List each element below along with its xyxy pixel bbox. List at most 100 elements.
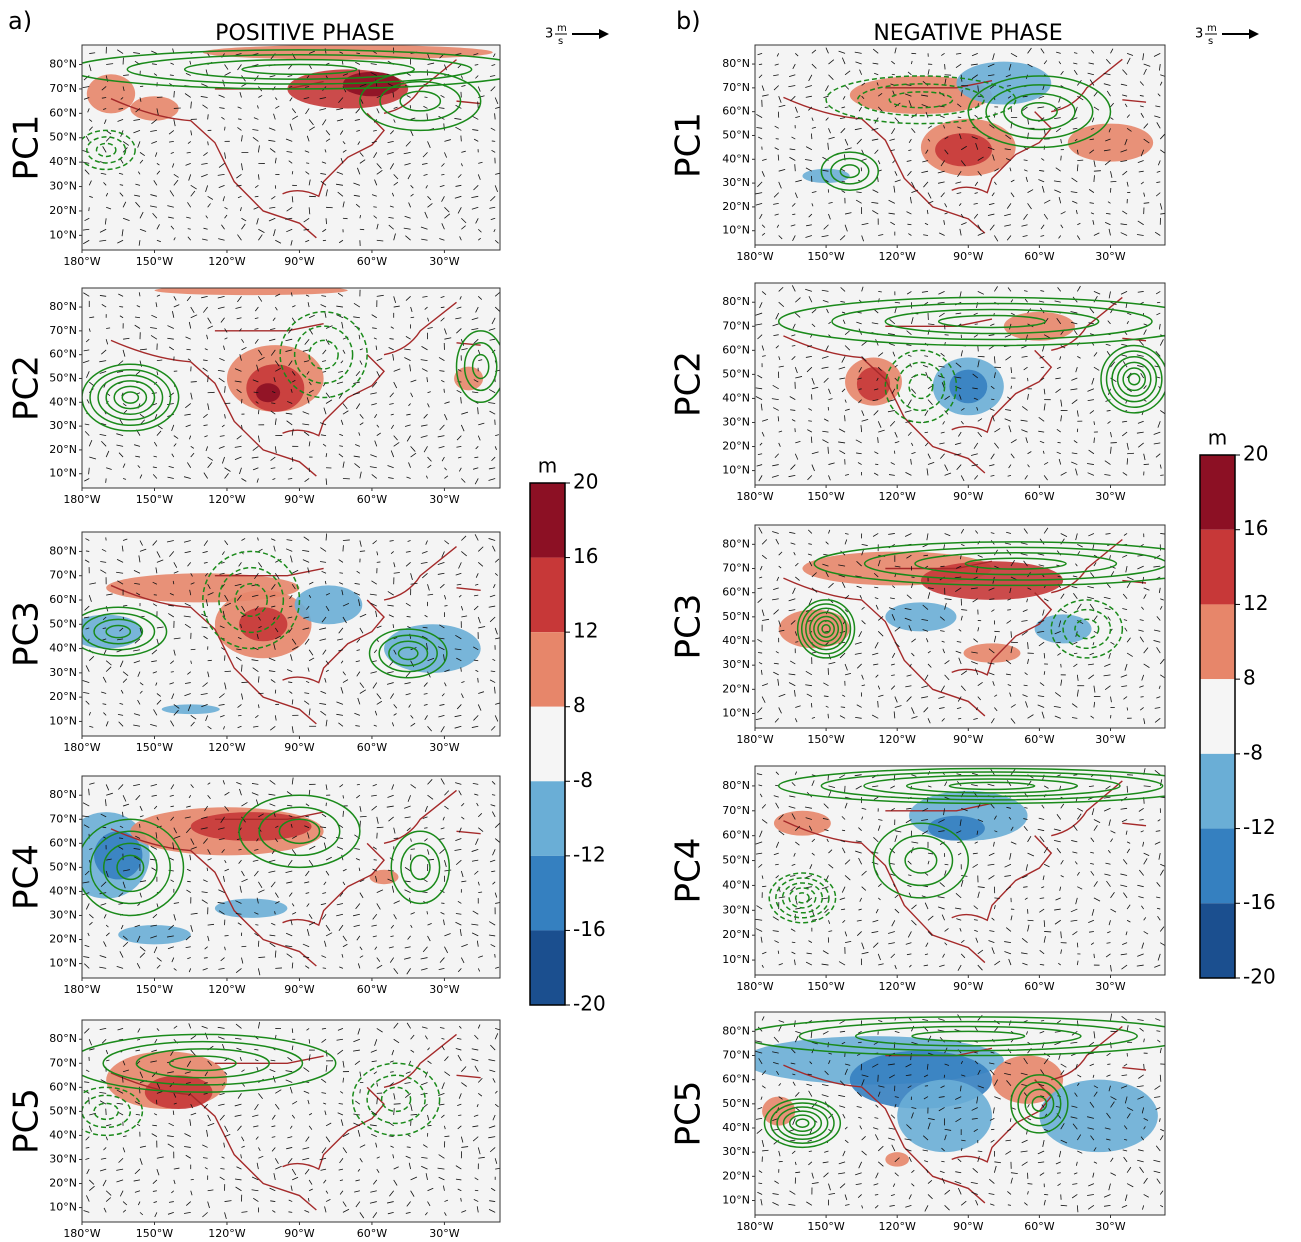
wind-vector [339, 573, 343, 574]
wind-vector [424, 828, 427, 829]
lon-tick-label: 180°W [63, 983, 100, 996]
lat-tick-label: 30°N [722, 903, 750, 916]
wind-vector [139, 824, 140, 828]
lon-tick-label: 90°W [284, 255, 314, 268]
lat-tick-label: 80°N [722, 779, 750, 792]
lon-tick-label: 30°W [1095, 733, 1125, 746]
lat-tick-label: 20°N [722, 200, 750, 213]
lat-tick-label: 10°N [722, 707, 750, 720]
lat-tick-label: 10°N [49, 714, 77, 727]
lat-tick-label: 40°N [49, 1128, 77, 1141]
wind-vector [762, 886, 766, 887]
lon-tick-label: 90°W [953, 980, 983, 993]
row-label: PC3 [669, 594, 709, 660]
wind-vector [255, 196, 259, 197]
lat-tick-label: 30°N [722, 415, 750, 428]
wind-vector [187, 881, 191, 882]
wind-vector [1028, 1184, 1033, 1185]
row-label: PC4 [7, 844, 47, 910]
wind-vector [377, 827, 384, 828]
anomaly-shading [384, 624, 481, 673]
row-label: PC4 [669, 838, 709, 904]
lon-tick-label: 120°W [879, 980, 916, 993]
lon-tick-label: 90°W [953, 733, 983, 746]
lat-tick-label: 80°N [722, 57, 750, 70]
lon-tick-label: 120°W [879, 250, 916, 263]
wind-vector [241, 399, 242, 404]
lat-tick-label: 70°N [49, 82, 77, 95]
wind-vector [758, 1183, 762, 1184]
lat-tick-label: 60°N [722, 105, 750, 118]
wind-vector [1074, 653, 1077, 654]
lon-tick-label: 30°W [429, 1227, 459, 1238]
wind-vector [828, 447, 829, 454]
wind-vector [958, 117, 961, 118]
panel-title: NEGATIVE PHASE [873, 21, 1062, 46]
lon-tick-label: 60°W [357, 741, 387, 754]
map [63, 776, 502, 978]
wind-vector [957, 842, 961, 843]
lat-tick-label: 70°N [49, 324, 77, 337]
anomaly-shading [203, 45, 493, 60]
wind-vector [461, 667, 462, 671]
lon-tick-label: 90°W [284, 983, 314, 996]
wind-vector [1007, 610, 1011, 611]
lon-tick-label: 90°W [953, 490, 983, 503]
lon-tick-label: 30°W [429, 493, 459, 506]
lon-tick-label: 60°W [1024, 490, 1054, 503]
wind-vector [306, 816, 310, 817]
wind-vector [1127, 458, 1128, 464]
panel-label: a) [8, 7, 32, 35]
lon-tick-label: 60°W [1024, 250, 1054, 263]
wind-vector [292, 171, 293, 174]
lon-tick-label: 30°W [1095, 490, 1125, 503]
anomaly-shading [774, 811, 831, 836]
lon-tick-label: 120°W [208, 1227, 245, 1238]
lat-tick-label: 80°N [49, 300, 77, 313]
lon-tick-label: 30°W [429, 255, 459, 268]
lat-tick-label: 40°N [722, 152, 750, 165]
lon-tick-label: 60°W [1024, 733, 1054, 746]
wind-vector [373, 207, 376, 208]
wind-vector [978, 346, 979, 352]
lat-tick-label: 10°N [49, 957, 77, 970]
lat-tick-label: 50°N [722, 128, 750, 141]
wind-vector [191, 649, 196, 650]
lon-tick-label: 180°W [736, 490, 773, 503]
wind-vector [778, 951, 779, 954]
wind-vector [411, 1114, 417, 1115]
lat-tick-label: 70°N [722, 319, 750, 332]
wind-vector [859, 389, 862, 390]
row-label: PC2 [669, 351, 709, 417]
lon-tick-label: 180°W [63, 1227, 100, 1238]
lon-tick-label: 150°W [136, 741, 173, 754]
lat-tick-label: 30°N [49, 180, 77, 193]
wind-vector [1077, 943, 1078, 948]
lat-tick-label: 70°N [49, 812, 77, 825]
lon-tick-label: 120°W [879, 733, 916, 746]
lon-tick-label: 120°W [208, 255, 245, 268]
lat-tick-label: 70°N [49, 1056, 77, 1069]
map [755, 525, 1217, 728]
lat-tick-label: 20°N [722, 928, 750, 941]
wind-vector [878, 291, 882, 292]
wind-vector [407, 616, 411, 617]
map [755, 766, 1205, 975]
wind-vector [323, 968, 326, 969]
wind-vector [360, 551, 365, 552]
map [755, 283, 1205, 485]
lon-tick-label: 120°W [879, 490, 916, 503]
lon-tick-label: 90°W [953, 250, 983, 263]
wind-vector [1127, 707, 1128, 710]
wind-vector [907, 224, 911, 225]
lat-tick-label: 40°N [722, 391, 750, 404]
wind-vector [156, 1100, 157, 1104]
lat-tick-label: 80°N [722, 295, 750, 308]
wind-vector [808, 421, 812, 422]
lat-tick-label: 50°N [722, 854, 750, 867]
wind-vector [1011, 386, 1012, 389]
lon-tick-label: 180°W [736, 250, 773, 263]
anomaly-shading [956, 62, 1051, 105]
lat-tick-label: 50°N [49, 860, 77, 873]
